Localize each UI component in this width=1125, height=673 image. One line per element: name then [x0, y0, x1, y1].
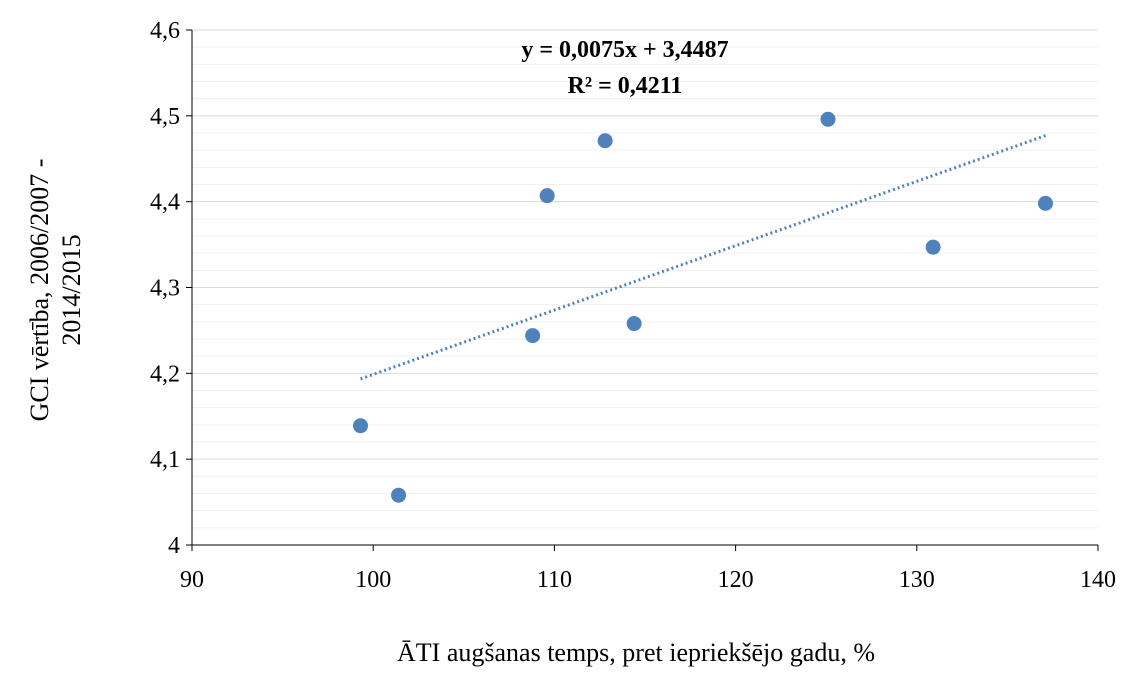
data-point: [820, 111, 836, 127]
y-tick-label: 4,3: [150, 276, 180, 302]
data-points: [353, 111, 1053, 503]
y-tick-label: 4,4: [150, 190, 180, 216]
y-tick-labels: 4 4,1 4,2 4,3 4,4 4,5 4,6: [150, 18, 180, 559]
data-point: [525, 328, 541, 344]
axes: [186, 29, 1099, 551]
data-point: [1037, 195, 1053, 211]
x-tick-label: 100: [355, 567, 391, 593]
data-point: [539, 188, 555, 204]
minor-gridlines: [192, 46, 1098, 529]
x-tick-label: 110: [537, 567, 572, 593]
trendline: [360, 134, 1046, 381]
x-tick-label: 130: [899, 567, 935, 593]
data-point: [626, 316, 642, 332]
y-tick-label: 4,2: [150, 361, 180, 387]
x-tick-labels: 90 100 110 120 130 140: [180, 567, 1116, 593]
trendline-r-squared: R² = 0,4211: [568, 73, 683, 99]
major-gridlines: [192, 29, 1098, 460]
data-point: [925, 239, 941, 255]
data-point: [353, 418, 369, 434]
y-tick-label: 4,1: [150, 447, 180, 473]
y-tick-label: 4,6: [150, 18, 180, 44]
x-tick-label: 90: [180, 567, 204, 593]
x-axis-title: ĀTI augšanas temps, pret iepriekšējo gad…: [397, 638, 875, 667]
y-axis-title-line-1: GCI vērtība, 2006/2007 -: [25, 159, 54, 422]
y-axis-title-line-2: 2014/2015: [57, 234, 86, 345]
trendline-equation: y = 0,0075x + 3,4487: [521, 37, 728, 63]
x-tick-label: 120: [718, 567, 754, 593]
data-point: [391, 487, 407, 503]
y-tick-label: 4: [168, 533, 180, 559]
trendline-layer: [360, 134, 1046, 381]
data-point: [597, 133, 613, 149]
y-tick-label: 4,5: [150, 104, 180, 130]
x-tick-label: 140: [1080, 567, 1116, 593]
